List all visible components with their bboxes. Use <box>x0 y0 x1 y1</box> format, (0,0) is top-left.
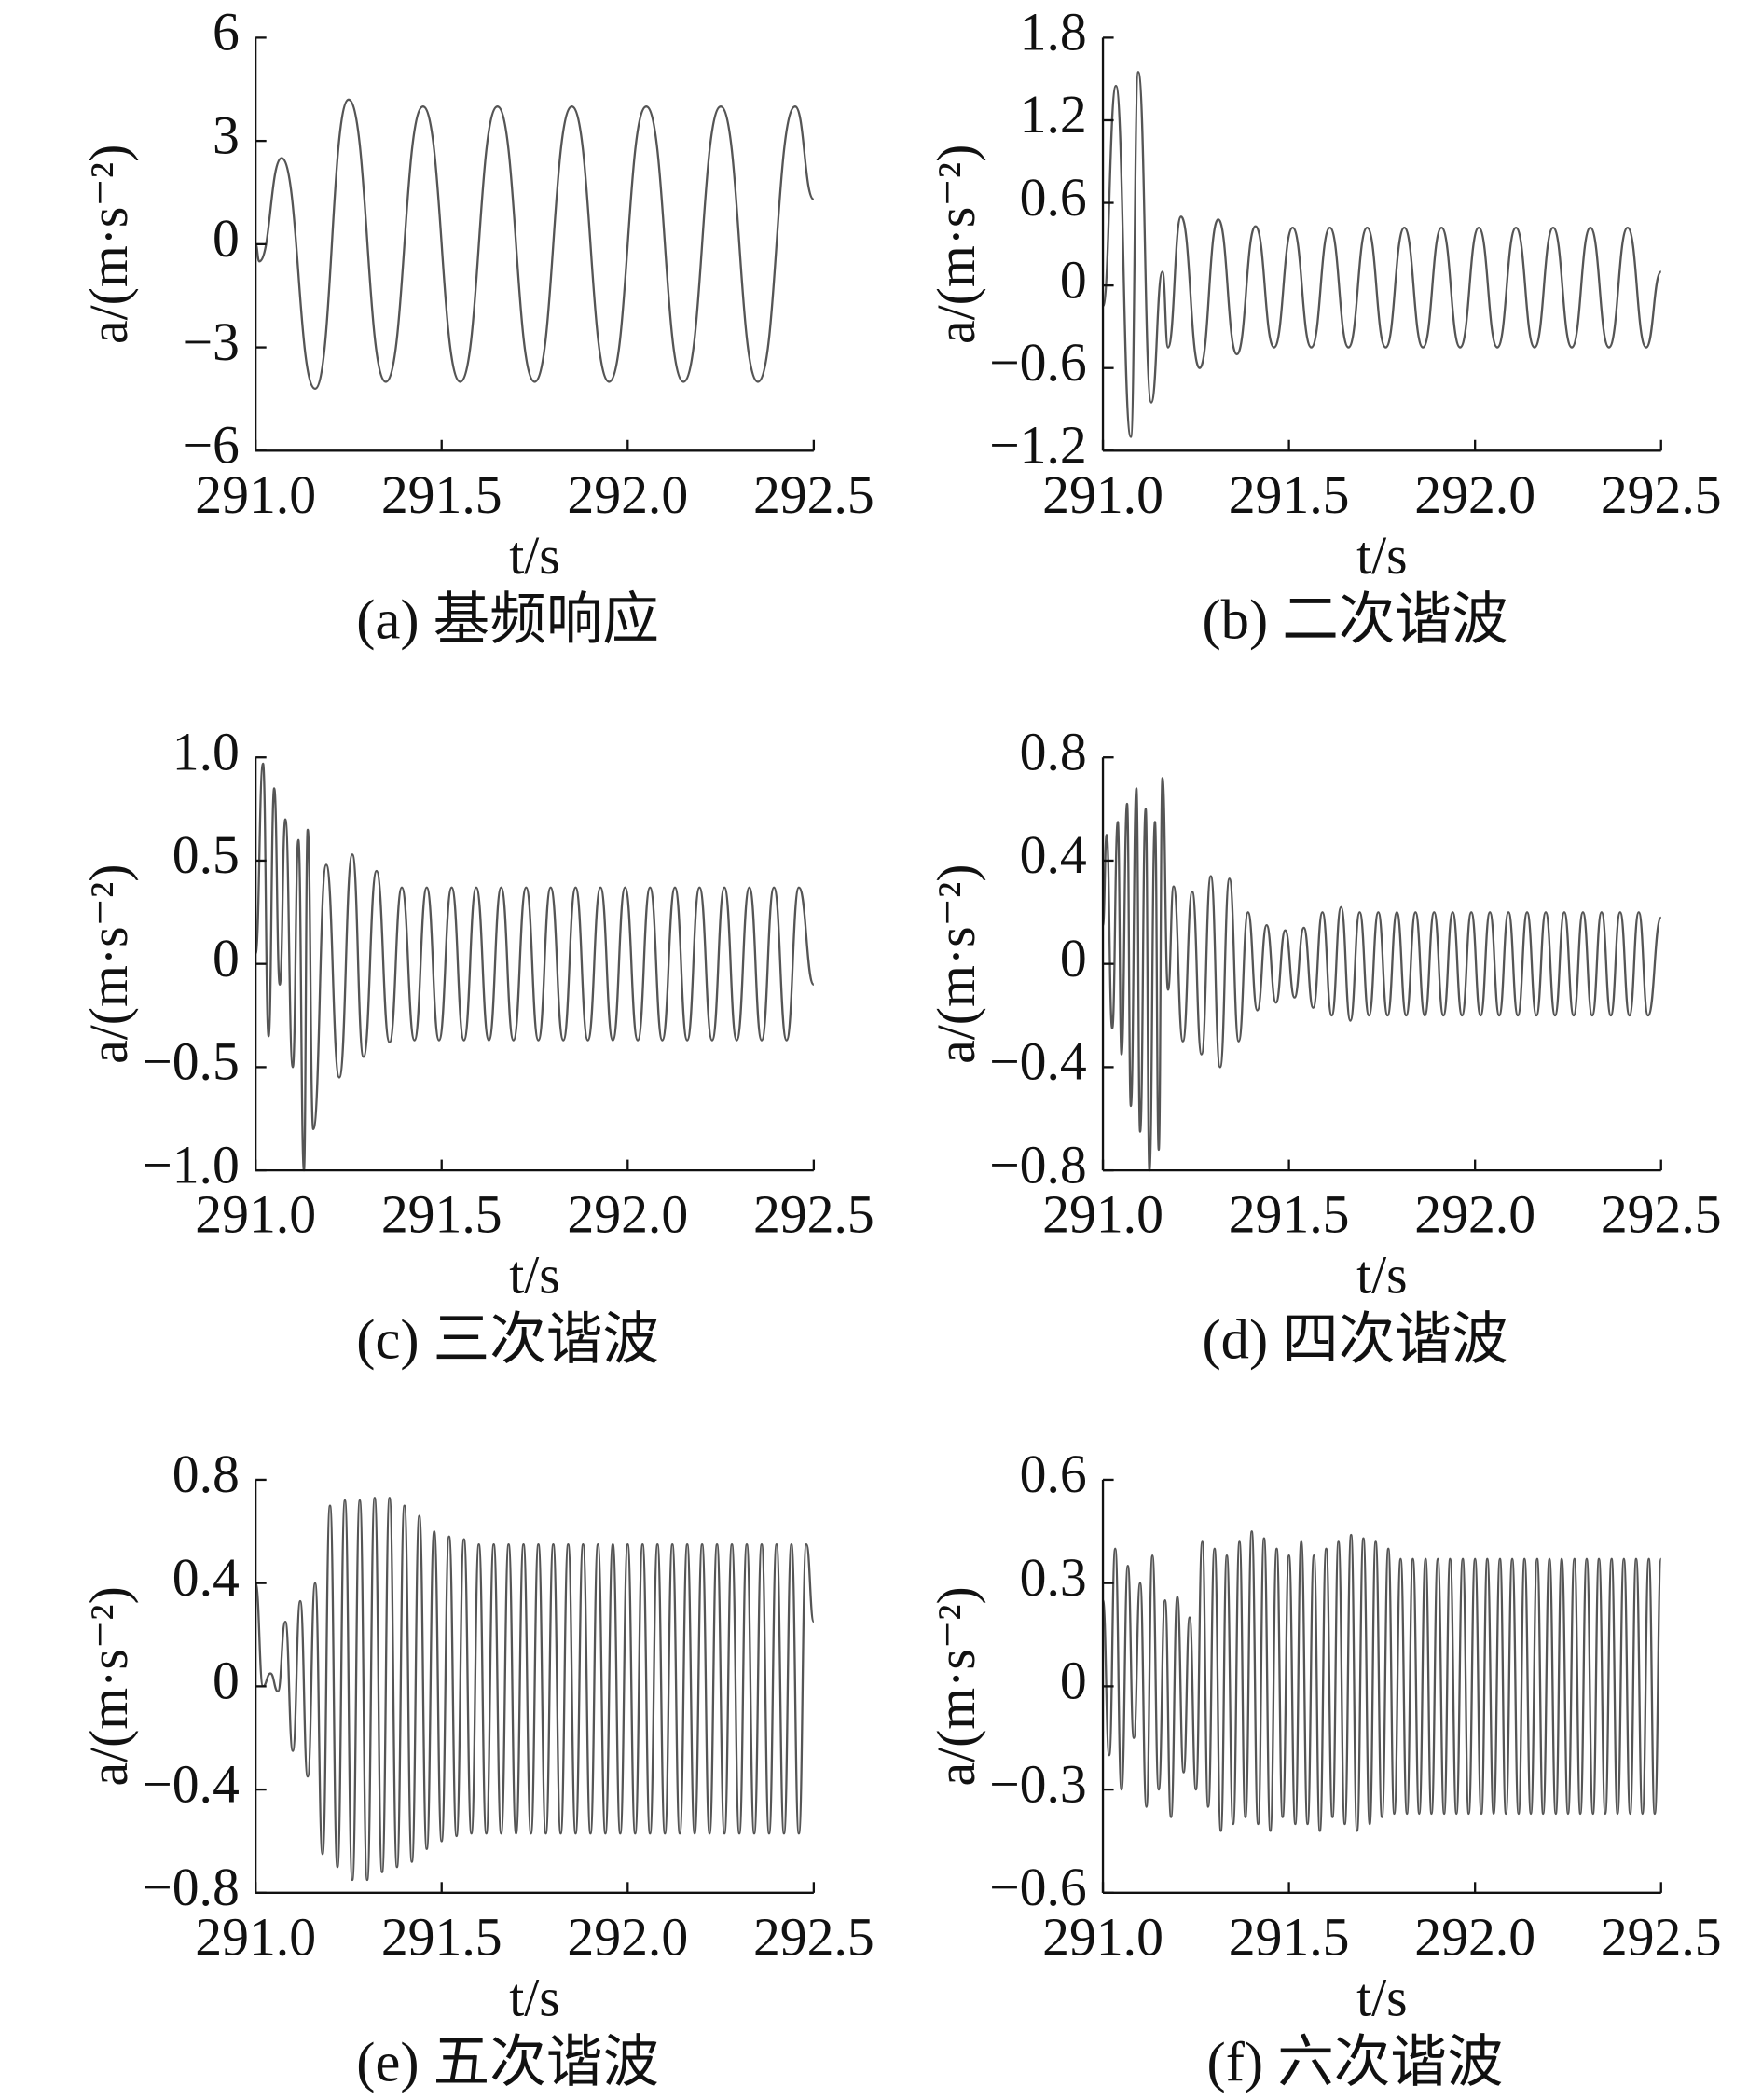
x-tick-label: 292.0 <box>1414 1908 1535 1967</box>
x-tick-label: 292.5 <box>1601 1186 1722 1245</box>
x-tick-label: 291.5 <box>1229 466 1350 525</box>
waveform <box>1101 1530 1662 1832</box>
x-tick-label: 292.5 <box>1601 466 1722 525</box>
x-tick-label: 292.0 <box>567 1186 688 1245</box>
y-tick-label: 1.0 <box>172 723 240 781</box>
x-axis-label: t/s <box>509 1247 560 1306</box>
y-tick-label: 1.2 <box>1020 86 1087 145</box>
y-tick-label: 0.4 <box>1020 826 1087 885</box>
y-tick-label: 0.5 <box>172 826 240 885</box>
x-tick-label: 291.5 <box>381 1186 502 1245</box>
y-axis-label: a/(m·s⁻²) <box>80 1586 139 1786</box>
y-tick-label: −0.4 <box>142 1755 240 1814</box>
y-tick-label: 0.8 <box>172 1445 240 1504</box>
y-tick-label: 6 <box>213 4 240 62</box>
y-tick-label: −0.5 <box>142 1033 240 1092</box>
waveform <box>255 1497 816 1882</box>
y-axis-label: a/(m·s⁻²) <box>928 863 986 1063</box>
x-tick-label: 292.0 <box>1414 466 1535 525</box>
waveform <box>1101 777 1662 1172</box>
y-tick-label: −0.6 <box>989 334 1087 393</box>
y-axis-label: a/(m·s⁻²) <box>928 1586 986 1786</box>
waveform <box>255 98 815 391</box>
y-axis-label: a/(m·s⁻²) <box>80 145 139 344</box>
x-tick-label: 291.5 <box>1229 1186 1350 1245</box>
x-tick-label: 291.5 <box>381 466 502 525</box>
x-tick-label: 291.0 <box>195 1186 316 1245</box>
x-tick-label: 292.0 <box>567 466 688 525</box>
x-axis-label: t/s <box>1356 1969 1408 2027</box>
y-tick-label: 0 <box>213 210 240 269</box>
x-tick-label: 292.5 <box>753 1908 874 1967</box>
waveform <box>255 762 815 1172</box>
panel-caption: (b) 二次谐波 <box>1202 589 1507 652</box>
y-axis-label: a/(m·s⁻²) <box>80 863 139 1063</box>
y-tick-label: −0.3 <box>989 1755 1087 1814</box>
x-tick-label: 292.5 <box>753 1186 874 1245</box>
waveform <box>1101 71 1662 438</box>
y-tick-label: 1.8 <box>1020 4 1087 62</box>
panel-caption: (e) 五次谐波 <box>356 2031 659 2093</box>
y-tick-label: −0.8 <box>142 1858 240 1917</box>
y-tick-label: 0 <box>1060 930 1087 988</box>
y-tick-label: 0.6 <box>1020 169 1087 228</box>
panel-caption: (f) 六次谐波 <box>1207 2031 1504 2093</box>
y-tick-label: 0 <box>213 930 240 988</box>
x-axis-label: t/s <box>1356 527 1408 586</box>
y-tick-label: 0.4 <box>172 1549 240 1608</box>
x-tick-label: 291.5 <box>381 1908 502 1967</box>
panel-caption: (d) 四次谐波 <box>1202 1309 1507 1372</box>
x-tick-label: 292.5 <box>1601 1908 1722 1967</box>
y-tick-label: −3 <box>182 313 239 372</box>
x-tick-label: 291.0 <box>1042 1908 1163 1967</box>
x-tick-label: 292.5 <box>753 466 874 525</box>
panel-caption: (c) 三次谐波 <box>356 1309 659 1372</box>
y-tick-label: 3 <box>213 106 240 165</box>
x-axis-label: t/s <box>509 1969 560 2027</box>
y-tick-label: 0 <box>1060 251 1087 310</box>
x-axis-label: t/s <box>509 527 560 586</box>
y-tick-label: 0.3 <box>1020 1549 1087 1608</box>
panel-caption: (a) 基频响应 <box>356 589 659 652</box>
x-axis-label: t/s <box>1356 1247 1408 1306</box>
y-tick-label: −1.0 <box>142 1136 240 1195</box>
y-tick-label: 0.8 <box>1020 723 1087 781</box>
y-axis-label: a/(m·s⁻²) <box>928 145 986 344</box>
x-tick-label: 291.0 <box>195 466 316 525</box>
y-tick-label: 0 <box>1060 1652 1087 1711</box>
x-tick-label: 292.0 <box>1414 1186 1535 1245</box>
y-tick-label: −0.6 <box>989 1858 1087 1917</box>
y-tick-label: −6 <box>182 417 239 476</box>
x-tick-label: 291.0 <box>1042 466 1163 525</box>
y-tick-label: −0.4 <box>989 1033 1087 1092</box>
x-tick-label: 291.0 <box>1042 1186 1163 1245</box>
y-tick-label: −0.8 <box>989 1136 1087 1195</box>
y-tick-label: 0 <box>213 1652 240 1711</box>
x-tick-label: 291.5 <box>1229 1908 1350 1967</box>
x-tick-label: 292.0 <box>567 1908 688 1967</box>
y-tick-label: 0.6 <box>1020 1445 1087 1504</box>
y-tick-label: −1.2 <box>989 417 1087 476</box>
x-tick-label: 291.0 <box>195 1908 316 1967</box>
